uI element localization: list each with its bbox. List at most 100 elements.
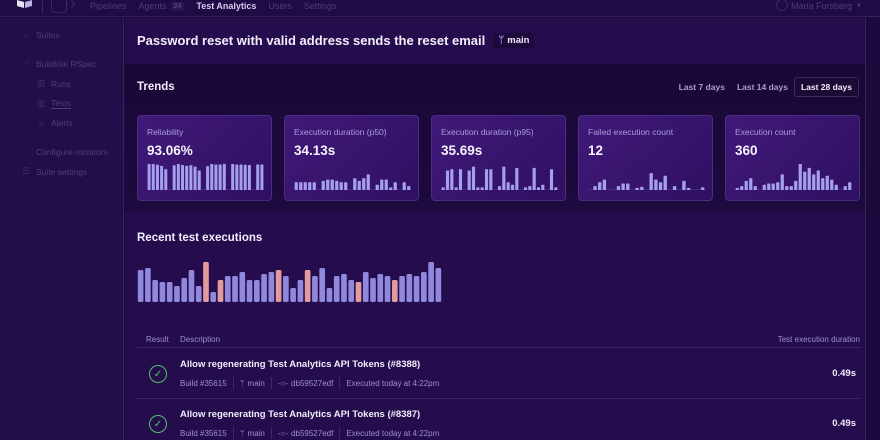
- card-label: Failed execution count: [588, 127, 674, 137]
- execution-bar-passed[interactable]: [377, 274, 384, 302]
- execution-bar-passed[interactable]: [253, 280, 260, 302]
- sparkline-bar: [441, 187, 445, 190]
- org-switcher[interactable]: [51, 0, 67, 13]
- execution-bar-passed[interactable]: [413, 276, 420, 302]
- sparkline-bar: [649, 173, 653, 190]
- table-row[interactable]: ✓ Allow regenerating Test Analytics API …: [137, 399, 860, 440]
- execution-bar-passed[interactable]: [384, 276, 391, 302]
- sparkline-bar: [197, 170, 201, 190]
- user-menu[interactable]: Maria Forsberg ▼: [776, 0, 862, 12]
- sparkline-bar: [231, 164, 235, 190]
- execution-bar-passed[interactable]: [224, 276, 231, 302]
- nav-test-analytics[interactable]: Test Analytics: [196, 1, 256, 11]
- commit-sha[interactable]: db59527edf: [291, 378, 334, 388]
- execution-bar-failed[interactable]: [355, 282, 362, 302]
- nav-users[interactable]: Users: [268, 1, 292, 11]
- execution-bar-passed[interactable]: [145, 268, 151, 302]
- range-7-days[interactable]: Last 7 days: [678, 82, 725, 92]
- execution-bar-failed[interactable]: [275, 270, 282, 302]
- execution-bar-passed[interactable]: [341, 274, 347, 302]
- sparkline-bar: [593, 186, 597, 190]
- execution-bar-passed[interactable]: [268, 272, 275, 302]
- execution-bar-passed[interactable]: [406, 274, 413, 302]
- execution-bar-passed[interactable]: [326, 288, 333, 302]
- execution-bar-passed[interactable]: [370, 278, 376, 302]
- sidebar-item-configure-monitors[interactable]: ♡ Configure monitors: [20, 146, 108, 157]
- execution-bar-passed[interactable]: [428, 262, 434, 302]
- execution-bar-passed[interactable]: [188, 270, 195, 302]
- sparkline-bar: [210, 164, 214, 190]
- card-value: 34.13s: [294, 143, 336, 158]
- execution-bar-passed[interactable]: [261, 274, 267, 302]
- execution-bar-passed[interactable]: [239, 272, 246, 302]
- branch-chip[interactable]: ᛘ main: [493, 33, 535, 48]
- card-duration-p95[interactable]: Execution duration (p95) 35.69s: [431, 115, 566, 201]
- test-title: Password reset with valid address sends …: [137, 33, 486, 48]
- divider: [42, 0, 43, 14]
- sidebar-item-runs[interactable]: ▥ Runs: [35, 78, 71, 89]
- execution-bar-failed[interactable]: [304, 270, 311, 302]
- sparkline-bar: [176, 164, 180, 190]
- execution-bar-passed[interactable]: [319, 268, 326, 302]
- execution-bar-passed[interactable]: [195, 286, 202, 302]
- date-range-selector: Last 7 days Last 14 days Last 28 days: [673, 77, 859, 97]
- sparkline-bar: [375, 184, 379, 190]
- execution-bar-passed[interactable]: [297, 280, 304, 302]
- execution-bar-passed[interactable]: [435, 268, 442, 302]
- sparkline-bar: [672, 186, 677, 190]
- avatar: [776, 0, 789, 11]
- sparkline-bar: [172, 165, 176, 190]
- execution-bar-failed[interactable]: [217, 280, 224, 302]
- range-14-days[interactable]: Last 14 days: [736, 82, 788, 92]
- buildkite-logo[interactable]: [17, 0, 33, 10]
- card-execution-count[interactable]: Execution count 360: [725, 115, 860, 201]
- execution-bar-passed[interactable]: [210, 292, 217, 302]
- sparkline-bar: [523, 187, 528, 190]
- git-branch-icon: ᛘ: [239, 378, 245, 388]
- range-28-days[interactable]: Last 28 days: [793, 77, 859, 97]
- execution-bar-passed[interactable]: [421, 272, 427, 302]
- execution-bar-passed[interactable]: [166, 282, 173, 302]
- nav-settings[interactable]: Settings: [304, 1, 337, 11]
- sparkline-bar: [830, 179, 834, 190]
- card-label: Execution count: [735, 127, 796, 137]
- execution-title[interactable]: Allow regenerating Test Analytics API To…: [180, 409, 421, 420]
- nav-pipelines[interactable]: Pipelines: [90, 1, 127, 11]
- execution-bar-passed[interactable]: [283, 276, 289, 302]
- execution-bar-passed[interactable]: [348, 280, 355, 302]
- execution-bar-passed[interactable]: [232, 276, 238, 302]
- sparkline-bar: [497, 186, 502, 190]
- build-link[interactable]: Build #35615: [180, 428, 227, 438]
- sidebar-item-alerts[interactable]: ♫ Alerts: [35, 118, 73, 128]
- execution-bar-passed[interactable]: [137, 270, 144, 302]
- table-row[interactable]: ✓ Allow regenerating Test Analytics API …: [137, 349, 860, 399]
- sparkline-bar: [308, 182, 312, 190]
- card-reliability[interactable]: Reliability 93.06%: [137, 115, 272, 201]
- execution-bar-passed[interactable]: [399, 276, 405, 302]
- sidebar-item-suites[interactable]: ‹ Suites: [20, 30, 60, 40]
- execution-title[interactable]: Allow regenerating Test Analytics API To…: [180, 359, 421, 370]
- execution-bar-passed[interactable]: [174, 286, 180, 302]
- execution-bar-failed[interactable]: [391, 280, 398, 302]
- card-value: 35.69s: [441, 143, 483, 158]
- sidebar-item-tests[interactable]: ▥ Tests: [35, 98, 71, 109]
- card-duration-p50[interactable]: Execution duration (p50) 34.13s: [284, 115, 419, 201]
- commit-sha[interactable]: db59527edf: [291, 428, 334, 438]
- execution-bar-passed[interactable]: [312, 276, 318, 302]
- sidebar-item-label: Buildkite RSpec: [36, 58, 97, 69]
- card-failed-count[interactable]: Failed execution count 12: [578, 115, 713, 201]
- execution-bar-passed[interactable]: [152, 280, 158, 302]
- execution-duration: 0.49s: [832, 368, 856, 379]
- sparkline-bar: [767, 183, 771, 190]
- execution-bar-passed[interactable]: [159, 282, 166, 302]
- execution-bar-passed[interactable]: [246, 280, 253, 302]
- sidebar-item-suite-settings[interactable]: ☰ Suite settings: [20, 166, 87, 177]
- execution-bar-passed[interactable]: [290, 288, 296, 302]
- sidebar-item-suite[interactable]: ⟋ Buildkite RSpec: [20, 58, 96, 69]
- build-link[interactable]: Build #35615: [180, 378, 227, 388]
- nav-agents[interactable]: Agents 24: [139, 1, 185, 11]
- execution-bar-passed[interactable]: [362, 272, 369, 302]
- execution-bar-passed[interactable]: [181, 278, 188, 302]
- execution-bar-passed[interactable]: [333, 276, 340, 302]
- execution-bar-failed[interactable]: [203, 262, 209, 302]
